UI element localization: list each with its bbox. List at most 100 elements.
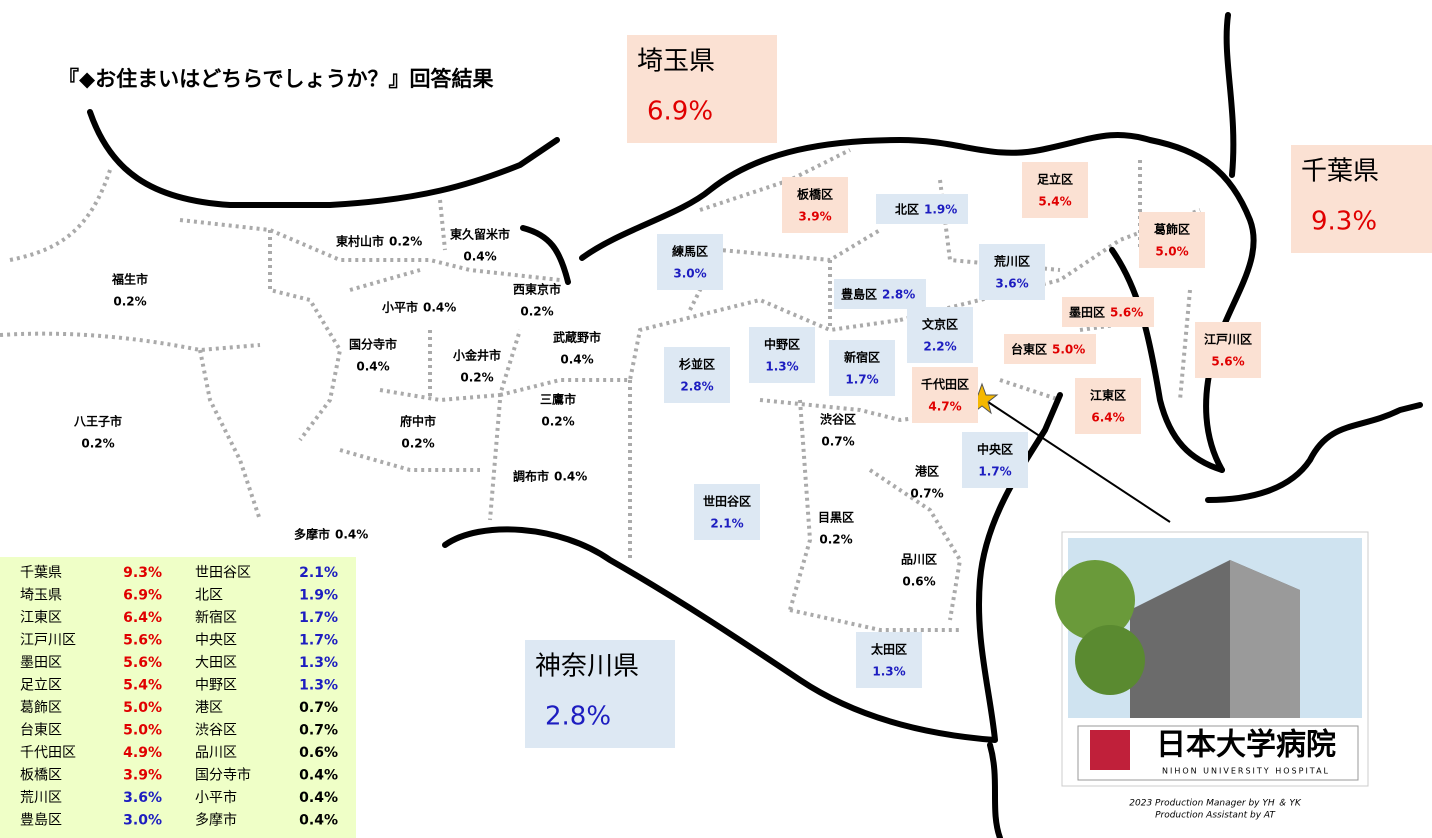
region-value: 3.6% [995, 277, 1028, 291]
region-value: 0.4% [463, 250, 496, 264]
prefecture-name: 神奈川県 [535, 652, 639, 682]
region-value: 5.0% [1052, 343, 1085, 357]
table-cell: 北区 [195, 588, 223, 604]
region-value: 0.7% [910, 487, 943, 501]
region-value: 1.7% [845, 373, 878, 387]
region-name: 板橋区 [797, 187, 833, 202]
region-name: 台東区 [1011, 342, 1047, 357]
region-name: 八王子市 [73, 414, 122, 429]
table-cell: 0.7% [299, 700, 338, 716]
region-name: 中央区 [977, 442, 1013, 457]
region-name: 世田谷区 [703, 494, 751, 509]
label-box [1139, 212, 1205, 268]
region-value: 1.3% [872, 665, 905, 679]
table-cell: 5.6% [123, 633, 162, 649]
table-cell: 台東区 [20, 723, 62, 739]
table-cell: 墨田区 [20, 655, 62, 671]
region-value: 2.8% [680, 380, 713, 394]
table-cell: 足立区 [20, 678, 62, 694]
table-cell: 4.9% [123, 745, 162, 761]
table-cell: 5.4% [123, 678, 162, 694]
table-cell: 新宿区 [195, 609, 237, 626]
table-cell: 江戸川区 [20, 633, 76, 649]
tree [1075, 625, 1145, 695]
table-cell: 2.1% [299, 565, 338, 581]
region-name: 調布市 [513, 469, 549, 484]
region-value: 1.7% [978, 465, 1011, 479]
prefecture-name: 埼玉県 [637, 47, 715, 77]
region-name: 豊島区 [841, 287, 877, 302]
table-cell: 品川区 [195, 745, 237, 761]
region-value: 0.4% [554, 470, 587, 484]
hospital-name: 日本大学病院 [1156, 728, 1336, 763]
label-box [912, 367, 978, 423]
region-value: 5.4% [1038, 195, 1071, 209]
table-cell: 江東区 [20, 610, 62, 626]
region-name: 杉並区 [679, 357, 715, 372]
table-cell: 中野区 [195, 678, 237, 694]
region-name: 国分寺市 [349, 337, 397, 352]
region-name: 千代田区 [921, 377, 969, 392]
table-cell: 埼玉県 [20, 588, 62, 604]
prefecture-value: 9.3% [1311, 207, 1377, 237]
region-value: 3.0% [673, 267, 706, 281]
region-name: 品川区 [901, 553, 937, 567]
table-cell: 9.3% [123, 565, 162, 581]
region-value: 3.9% [798, 210, 831, 224]
region-name: 北区 [895, 202, 919, 217]
region-name: 荒川区 [993, 254, 1030, 269]
region-value: 1.3% [765, 360, 798, 374]
label-box [829, 340, 895, 396]
region-name: 江東区 [1090, 388, 1126, 403]
region-value: 2.8% [882, 288, 915, 302]
region-value: 0.4% [335, 528, 368, 542]
region-name: 江戸川区 [1204, 332, 1252, 347]
table-cell: 5.0% [123, 700, 162, 716]
region-value: 2.2% [923, 340, 956, 354]
region-name: 福生市 [111, 272, 148, 287]
region-name: 足立区 [1037, 172, 1073, 187]
region-name: 東村山市 [336, 234, 384, 249]
table-cell: 豊島区 [20, 813, 62, 829]
region-value: 2.1% [710, 517, 743, 531]
label-box [694, 484, 760, 540]
region-value: 5.0% [1155, 245, 1188, 259]
table-cell: 5.0% [123, 723, 162, 739]
region-name: 太田区 [871, 642, 907, 657]
label-box [749, 327, 815, 383]
table-cell: 1.9% [299, 588, 338, 604]
hospital: 日本大学病院 NIHON UNIVERSITY HOSPITAL 2023 Pr… [1055, 532, 1368, 821]
table-cell: 6.9% [123, 588, 162, 604]
label-box [1195, 322, 1261, 378]
table-cell: 港区 [195, 700, 223, 716]
region-value: 0.2% [389, 235, 422, 249]
region-name: 三鷹市 [540, 392, 576, 407]
table-cell: 多摩市 [195, 812, 237, 829]
region-name: 中野区 [764, 337, 800, 352]
table-cell: 小平市 [195, 789, 237, 806]
table-cell: 葛飾区 [20, 700, 62, 716]
region-name: 練馬区 [672, 244, 708, 259]
region-name: 府中市 [400, 414, 436, 429]
label-box [1075, 378, 1141, 434]
table-cell: 1.7% [299, 633, 338, 649]
credit: Production Assistant by AT [1155, 811, 1276, 821]
logo-mark [1090, 730, 1130, 770]
region-name: 港区 [915, 464, 939, 479]
table-cell: 渋谷区 [195, 723, 237, 739]
prefecture-name: 千葉県 [1301, 157, 1379, 187]
label-box [664, 347, 730, 403]
prefecture-value: 6.9% [647, 97, 713, 127]
region-value: 0.2% [541, 415, 574, 429]
table-cell: 中央区 [195, 633, 237, 649]
credit: 2023 Production Manager by YH ＆ YK [1129, 799, 1302, 809]
region-value: 0.2% [401, 437, 434, 451]
region-value: 0.2% [819, 533, 852, 547]
region-name: 目黒区 [818, 511, 854, 525]
region-name: 西東京市 [513, 282, 561, 297]
table-cell: 1.3% [299, 655, 338, 671]
table-cell: 0.4% [299, 768, 338, 784]
table-cell: 0.7% [299, 723, 338, 739]
table-cell: 国分寺市 [195, 767, 251, 784]
region-name: 多摩市 [294, 527, 330, 542]
